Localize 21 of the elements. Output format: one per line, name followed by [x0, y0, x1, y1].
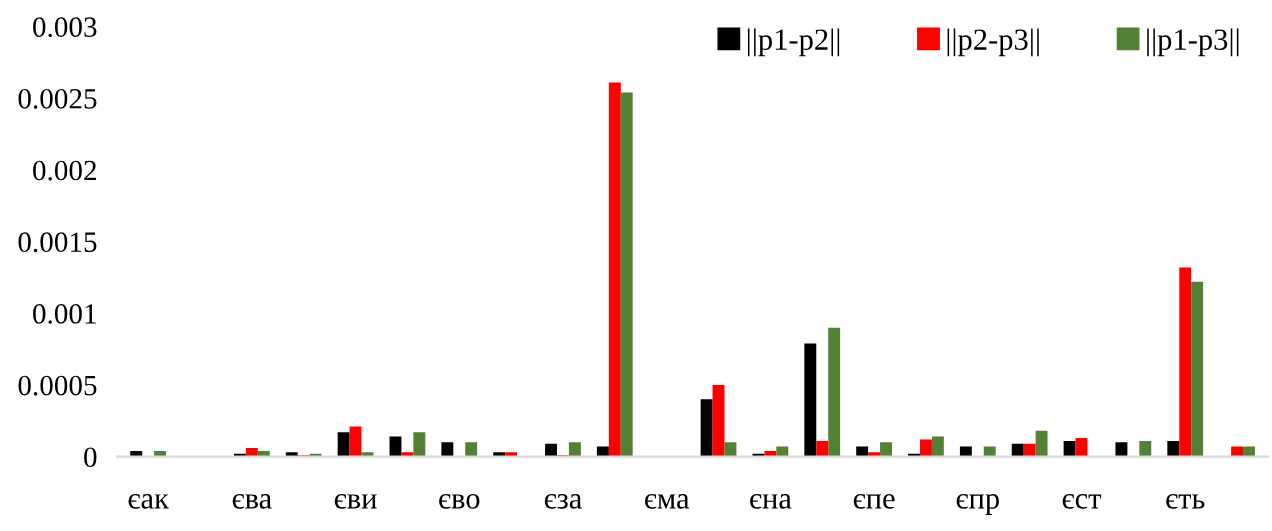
- x-tick-label: єма: [644, 494, 690, 509]
- legend-label: ||p1-p2||: [747, 28, 840, 57]
- y-tick-label: 0.0025: [18, 88, 97, 109]
- legend-label: ||p2-p3||: [947, 28, 1039, 57]
- x-tick-label: єть: [1166, 494, 1205, 509]
- y-tick-label: 0.003: [33, 17, 97, 38]
- x-tick-label: єва: [232, 494, 272, 509]
- x-tick-label: єна: [750, 494, 792, 509]
- legend-label: ||p1-p3||: [1147, 28, 1239, 57]
- y-tick-label: 0.001: [33, 304, 96, 324]
- x-tick-label: єви: [334, 494, 377, 509]
- x-tick-label: єак: [128, 494, 169, 509]
- x-tick-label: єст: [1062, 494, 1102, 509]
- y-tick-label: 0.0015: [18, 232, 97, 253]
- x-tick-label: єпе: [853, 494, 895, 509]
- y-tick-label: 0: [84, 447, 97, 468]
- y-tick-label: 0.002: [33, 160, 96, 181]
- y-tick-label: 0.0005: [18, 375, 97, 396]
- x-tick-label: єпр: [956, 494, 999, 515]
- x-tick-label: єза: [544, 494, 582, 509]
- x-tick-label: єво: [439, 494, 480, 509]
